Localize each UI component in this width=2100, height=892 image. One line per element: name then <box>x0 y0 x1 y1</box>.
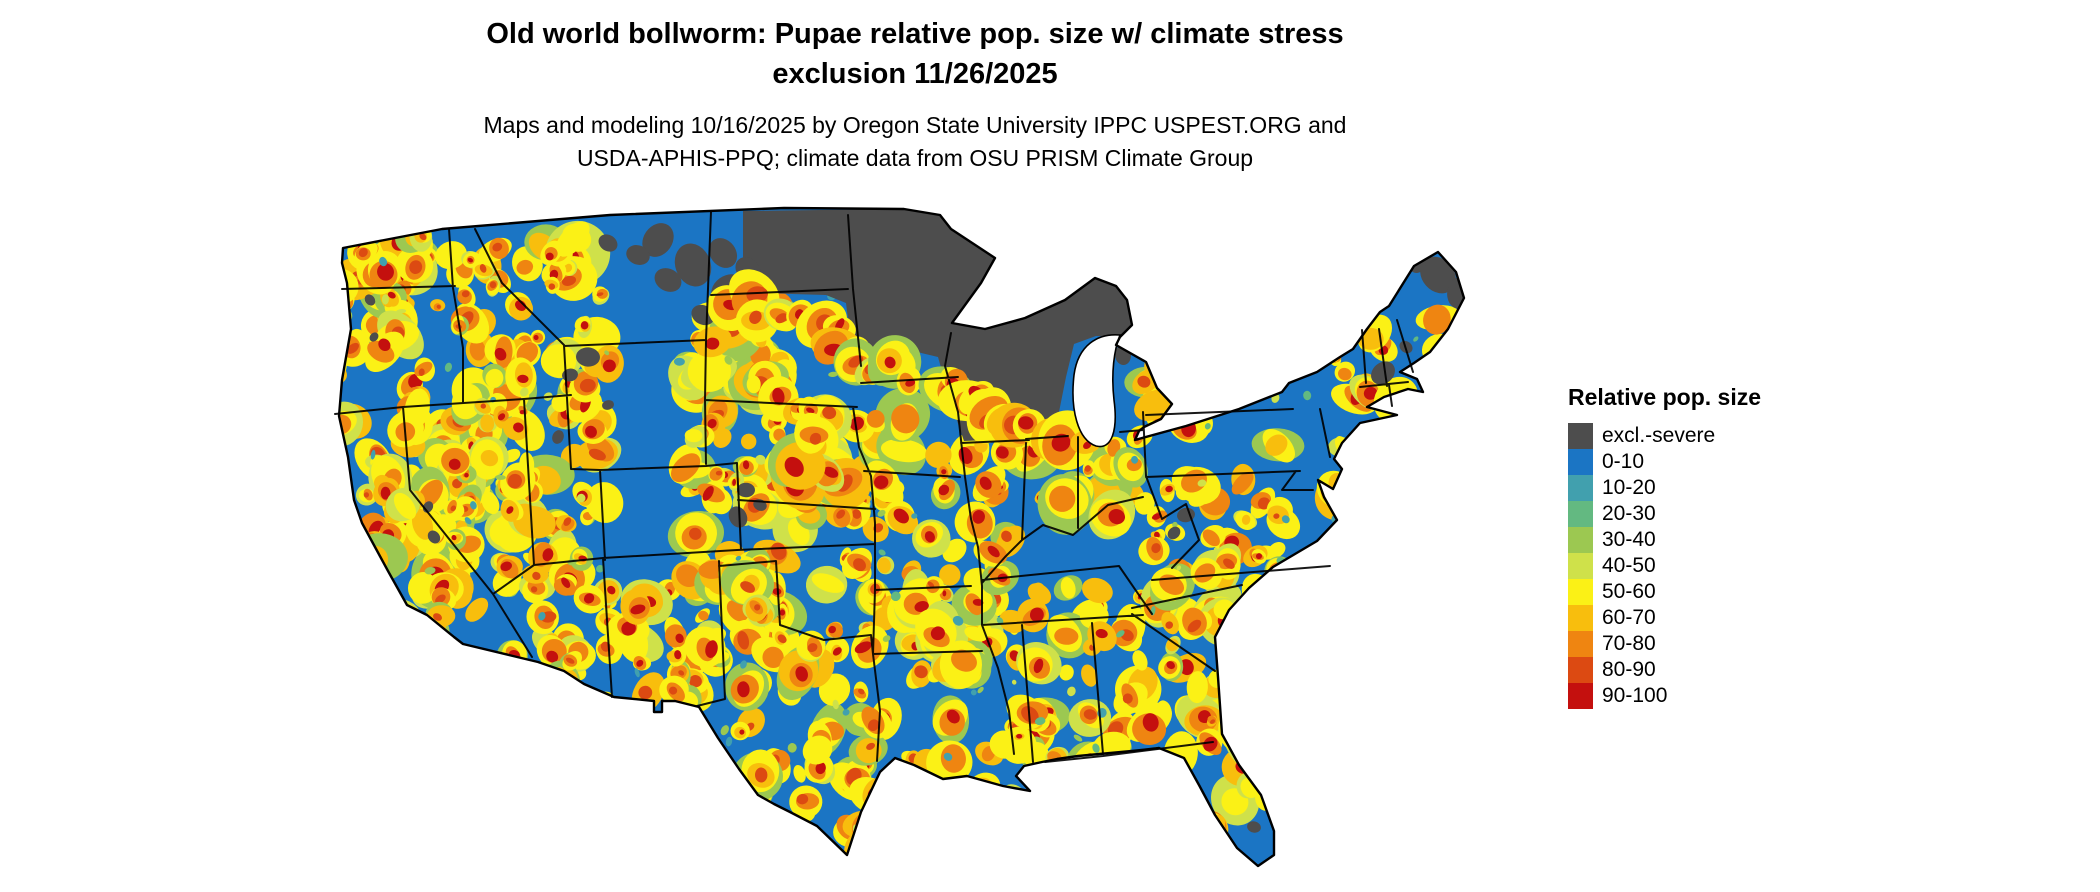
lake-michigan <box>1072 334 1122 448</box>
legend-entry: 20-30 <box>1568 501 1761 527</box>
legend-entry: 70-80 <box>1568 631 1761 657</box>
legend-title: Relative pop. size <box>1568 384 1762 410</box>
legend-label: 20-30 <box>1602 502 1656 525</box>
state-borders <box>334 211 1414 763</box>
legend-entry: excl.-severe <box>1568 423 1761 449</box>
legend-label: 70-80 <box>1602 632 1656 655</box>
map-subtitle: Maps and modeling 10/16/2025 by Oregon S… <box>310 109 1520 175</box>
legend-swatch <box>1568 605 1593 631</box>
legend-entry: 40-50 <box>1568 553 1761 579</box>
map-title-line1: Old world bollworm: Pupae relative pop. … <box>486 18 1344 50</box>
legend-swatch <box>1568 449 1593 475</box>
legend-swatch <box>1568 501 1593 527</box>
header: Old world bollworm: Pupae relative pop. … <box>310 14 1520 175</box>
population-raster <box>339 208 1464 866</box>
legend-entries: excl.-severe 0-10 10-20 20-30 30-40 40-50 50-6… <box>1568 423 1761 709</box>
legend-label: 40-50 <box>1602 554 1656 577</box>
legend-swatch <box>1568 423 1593 449</box>
legend-entry: 30-40 <box>1568 527 1761 553</box>
legend-entry: 90-100 <box>1568 683 1761 709</box>
us-map-svg <box>334 206 1466 868</box>
legend-swatch <box>1568 475 1593 501</box>
legend-label: excl.-severe <box>1602 424 1716 447</box>
legend-swatch <box>1568 527 1593 553</box>
legend-entry: 10-20 <box>1568 475 1761 501</box>
legend-swatch <box>1568 657 1593 683</box>
legend-label: 10-20 <box>1602 476 1656 499</box>
legend-swatch <box>1568 631 1593 657</box>
map-title: Old world bollworm: Pupae relative pop. … <box>310 14 1520 94</box>
legend-label: 0-10 <box>1602 450 1645 473</box>
legend-swatch <box>1568 683 1593 709</box>
us-outline <box>337 206 1466 868</box>
legend-label: 80-90 <box>1602 658 1656 681</box>
legend-label: 50-60 <box>1602 580 1656 603</box>
map-title-line2: exclusion 11/26/2025 <box>772 58 1058 90</box>
map-container <box>308 205 1528 882</box>
legend: Relative pop. size excl.-severe 0-10 10-20… <box>1568 384 1761 709</box>
legend-entry: 80-90 <box>1568 657 1761 683</box>
map-subtitle-line2: USDA-APHIS-PPQ; climate data from OSU PR… <box>576 145 1254 171</box>
legend-entry: 0-10 <box>1568 449 1761 475</box>
legend-label: 90-100 <box>1602 684 1668 707</box>
legend-entry: 50-60 <box>1568 579 1761 605</box>
legend-swatch <box>1568 553 1593 579</box>
legend-label: 60-70 <box>1602 606 1656 629</box>
map-subtitle-line1: Maps and modeling 10/16/2025 by Oregon S… <box>483 112 1347 138</box>
legend-swatch <box>1568 579 1593 605</box>
legend-label: 30-40 <box>1602 528 1656 551</box>
legend-entry: 60-70 <box>1568 605 1761 631</box>
